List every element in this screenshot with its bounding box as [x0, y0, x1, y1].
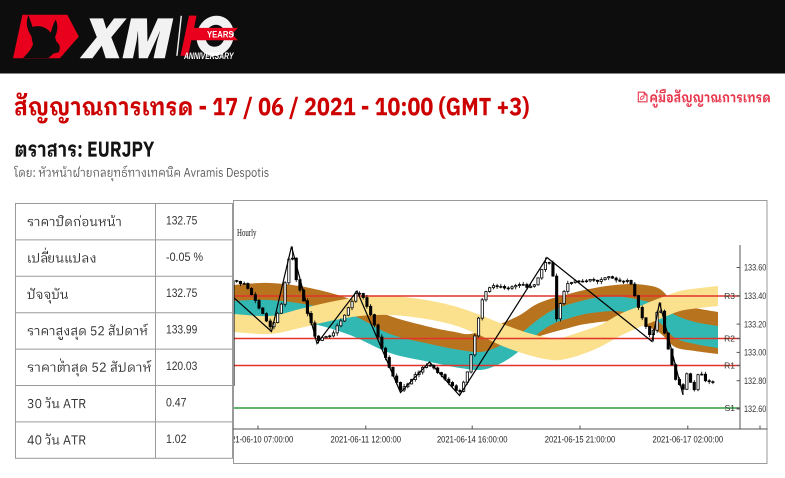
svg-text:0.47: 0.47 [166, 395, 187, 409]
svg-text:133.00: 133.00 [744, 348, 766, 358]
svg-text:132.75: 132.75 [166, 213, 198, 227]
svg-text:133.20: 133.20 [744, 319, 766, 329]
svg-text:-0.05 %: -0.05 % [166, 250, 203, 264]
svg-text:2021-06-14 16:00:00: 2021-06-14 16:00:00 [437, 435, 508, 445]
svg-text:133.60: 133.60 [744, 263, 766, 273]
svg-text:133.40: 133.40 [744, 291, 766, 301]
svg-text:ANNIVERSARY: ANNIVERSARY [183, 51, 234, 61]
svg-text:2021-06-17 02:00:00: 2021-06-17 02:00:00 [653, 435, 724, 445]
svg-text:132.60: 132.60 [744, 404, 766, 414]
svg-text:R2: R2 [724, 333, 735, 343]
svg-text:R1: R1 [724, 360, 735, 370]
svg-text:YEARS: YEARS [207, 29, 234, 39]
svg-text:2021-06-15 21:00:00: 2021-06-15 21:00:00 [545, 435, 616, 445]
svg-text:2021-06-11 12:00:00: 2021-06-11 12:00:00 [331, 435, 402, 445]
svg-text:R3: R3 [724, 291, 735, 301]
svg-text:S1: S1 [725, 403, 736, 413]
svg-text:120.03: 120.03 [166, 359, 198, 373]
svg-text:132.80: 132.80 [744, 376, 766, 386]
svg-text:2021-06-10 07:00:00: 2021-06-10 07:00:00 [223, 435, 294, 445]
svg-text:133.99: 133.99 [166, 323, 198, 337]
svg-text:132.75: 132.75 [166, 286, 198, 300]
svg-text:1.02: 1.02 [166, 432, 187, 446]
svg-text:Hourly: Hourly [237, 228, 257, 239]
